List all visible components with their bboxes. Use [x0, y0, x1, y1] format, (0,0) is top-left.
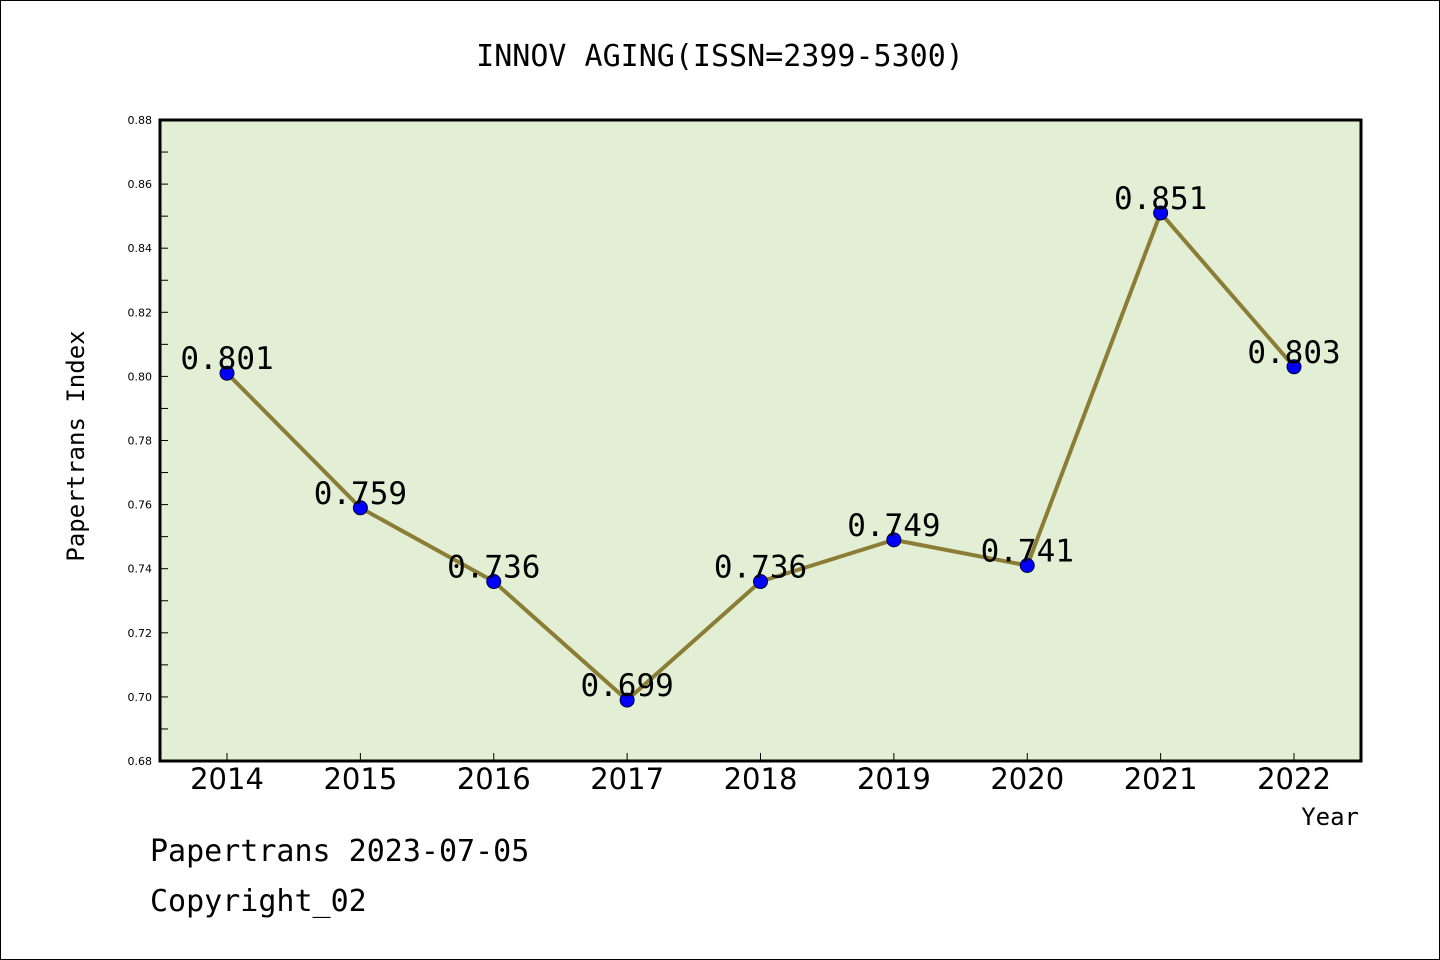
y-tick-label: 0.76: [128, 499, 153, 512]
y-tick-label: 0.84: [128, 242, 153, 255]
data-point: [753, 574, 768, 590]
data-point: [1019, 557, 1035, 573]
x-tick-label: 2014: [190, 762, 264, 796]
y-tick-label: 0.88: [128, 114, 153, 127]
data-label: 0.803: [1247, 335, 1340, 371]
data-label: 0.759: [314, 476, 407, 512]
data-point: [619, 692, 635, 708]
data-point: [352, 500, 368, 516]
data-label: 0.699: [580, 668, 673, 704]
data-label: 0.741: [981, 533, 1074, 569]
x-tick-label: 2017: [590, 762, 664, 796]
y-axis: 0.68 0.70 0.72 0.74 0.76 0.78 0.80 0.82 0.84 0.86…: [128, 114, 168, 768]
x-tick-label: 2018: [724, 762, 798, 796]
series-markers: [219, 205, 1302, 708]
x-tick-label: 2015: [323, 762, 397, 796]
x-tick-label: 2019: [857, 762, 931, 796]
y-tick-label: 0.74: [128, 563, 153, 576]
y-tick-label: 0.70: [128, 691, 153, 704]
y-tick-label: 0.80: [128, 370, 153, 383]
data-label: 0.801: [180, 341, 273, 377]
y-tick-label: 0.82: [128, 306, 153, 319]
y-tick-label: 0.72: [128, 627, 153, 640]
x-tick-label: 2022: [1257, 762, 1331, 796]
plot-area: [158, 118, 1363, 763]
data-labels: 0.801 0.759 0.736 0.699 0.736 0.749 0.741 0.851…: [180, 181, 1340, 704]
x-axis: 2014 2015 2016 2017 2018 2019 2020 2021 2022: [190, 753, 1331, 796]
x-tick-label: 2016: [457, 762, 531, 796]
footer-source: Papertrans 2023-07-05: [150, 834, 530, 869]
x-tick-label: 2020: [990, 762, 1064, 796]
y-tick-label: 0.68: [128, 755, 153, 768]
x-tick-label: 2021: [1124, 762, 1198, 796]
data-point: [886, 532, 902, 548]
data-label: 0.736: [447, 550, 540, 586]
footer-copyright: Copyright_02: [150, 884, 367, 919]
data-label: 0.749: [847, 508, 940, 544]
data-point: [486, 574, 502, 590]
y-tick-label: 0.78: [128, 435, 153, 448]
data-point: [1153, 205, 1169, 221]
y-tick-label: 0.86: [128, 178, 153, 191]
data-point: [219, 365, 235, 381]
data-label: 0.851: [1114, 181, 1207, 217]
data-label: 0.736: [714, 550, 807, 586]
data-point: [1286, 359, 1302, 375]
x-axis-label: Year: [1301, 803, 1359, 831]
chart-title: INNOV AGING(ISSN=2399-5300): [476, 39, 964, 74]
y-axis-label: Papertrans Index: [62, 330, 90, 561]
